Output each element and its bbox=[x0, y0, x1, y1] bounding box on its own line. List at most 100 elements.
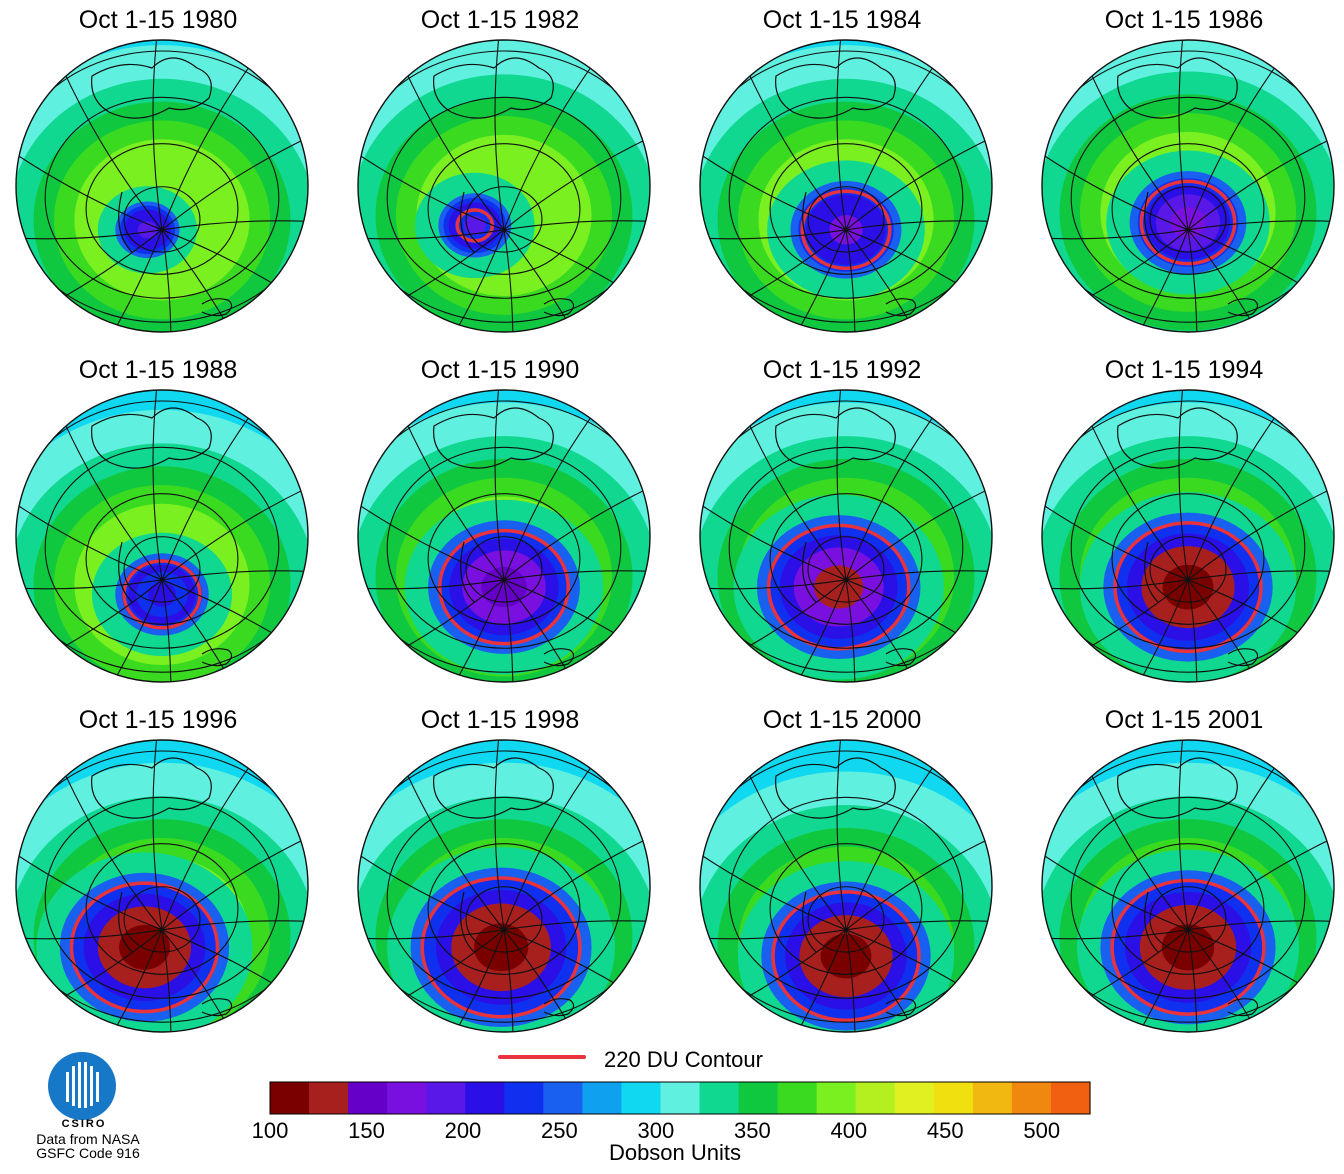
latitude-line bbox=[16, 750, 308, 1023]
credit-line-1: Data from NASA bbox=[36, 1131, 140, 1147]
ozone-globe bbox=[15, 389, 309, 683]
meridian-line bbox=[161, 462, 308, 581]
meridian-line bbox=[152, 390, 163, 580]
meridian-line bbox=[358, 112, 505, 231]
coastline-line bbox=[885, 998, 917, 1017]
latitude-line bbox=[728, 96, 964, 299]
meridian-line bbox=[161, 812, 308, 931]
panel-title: Oct 1-15 2001 bbox=[1104, 706, 1264, 734]
meridian-line bbox=[700, 112, 847, 231]
coastline-line bbox=[118, 891, 133, 953]
meridian-line bbox=[44, 229, 163, 332]
coastline-line bbox=[1117, 57, 1238, 119]
meridian-line bbox=[358, 229, 505, 240]
globe-outline bbox=[15, 739, 309, 1033]
coastline-line bbox=[1227, 298, 1259, 317]
meridian-line bbox=[358, 462, 505, 581]
coastline-line bbox=[885, 648, 917, 667]
meridian-line bbox=[1070, 579, 1189, 682]
ozone-map-panel: Oct 1-15 1984 bbox=[692, 0, 993, 350]
credit-line-2: GSFC Code 916 bbox=[36, 1145, 140, 1161]
meridian-line bbox=[503, 229, 650, 332]
latitude-line bbox=[427, 493, 581, 625]
meridian-line bbox=[1187, 462, 1334, 581]
coastline-line bbox=[1144, 891, 1159, 953]
meridian-line bbox=[161, 929, 308, 1032]
coastline-line bbox=[1144, 541, 1159, 603]
latitude-line bbox=[465, 886, 543, 953]
meridian-line bbox=[1187, 929, 1334, 1032]
ozone-hole-layer bbox=[119, 924, 170, 970]
contour-220du bbox=[766, 523, 911, 651]
latitude-line bbox=[44, 796, 280, 999]
latitude-line bbox=[1042, 50, 1334, 323]
colorbar-tick-label: 150 bbox=[348, 1118, 385, 1142]
colorbar-title: Dobson Units bbox=[608, 1140, 742, 1165]
coastline-line bbox=[91, 407, 212, 469]
meridian-line bbox=[1187, 929, 1198, 1032]
colorbar-swatch bbox=[1011, 1082, 1052, 1114]
contour-legend-line bbox=[498, 1055, 586, 1059]
panel-title: Oct 1-15 1990 bbox=[420, 356, 580, 384]
ozone-map-panel: Oct 1-15 2001 bbox=[1034, 700, 1335, 1050]
coastline-line bbox=[433, 407, 554, 469]
latitude-line bbox=[465, 536, 543, 603]
meridian-line bbox=[845, 229, 992, 332]
meridian-line bbox=[16, 812, 163, 931]
meridian-line bbox=[728, 579, 847, 682]
latitude-line bbox=[1042, 400, 1334, 673]
ozone-hole-layer bbox=[820, 933, 872, 979]
meridian-line bbox=[700, 929, 847, 940]
meridian-line bbox=[161, 229, 172, 332]
meridian-line bbox=[1042, 462, 1189, 581]
globe-outline bbox=[357, 389, 651, 683]
latitude-line bbox=[1149, 186, 1227, 253]
colorbar-swatch bbox=[465, 1082, 505, 1114]
meridian-line bbox=[161, 920, 308, 931]
latitude-line bbox=[807, 886, 885, 953]
globe-outline bbox=[699, 39, 993, 333]
ozone-globe bbox=[15, 39, 309, 333]
ozone-map-panel: Oct 1-15 1988 bbox=[8, 350, 309, 700]
ozone-map-panel: Oct 1-15 1996 bbox=[8, 700, 309, 1050]
coastline-line bbox=[201, 998, 233, 1017]
meridian-line bbox=[1187, 812, 1334, 931]
latitude-line bbox=[16, 400, 308, 673]
ozone-map-panel: Oct 1-15 1982 bbox=[350, 0, 651, 350]
coastline-line bbox=[802, 891, 817, 953]
latitude-line bbox=[807, 536, 885, 603]
panel-title: Oct 1-15 1992 bbox=[762, 356, 922, 384]
coastline-line bbox=[201, 298, 233, 317]
meridian-line bbox=[845, 462, 992, 581]
ozone-map-panel: Oct 1-15 1990 bbox=[350, 350, 651, 700]
meridian-line bbox=[494, 40, 505, 230]
meridian-line bbox=[152, 40, 163, 230]
coastline-line bbox=[460, 541, 475, 603]
panel-title: Oct 1-15 1986 bbox=[1104, 6, 1264, 34]
meridian-line bbox=[845, 229, 856, 332]
panel-title: Oct 1-15 1984 bbox=[762, 6, 922, 34]
latitude-line bbox=[1149, 886, 1227, 953]
latitude-line bbox=[1149, 536, 1227, 603]
meridian-line bbox=[1070, 229, 1189, 332]
contour-legend-label: 220 DU Contour bbox=[604, 1047, 763, 1072]
latitude-line bbox=[1070, 796, 1306, 999]
meridian-line bbox=[845, 920, 992, 931]
ozone-map-panel: Oct 1-15 1980 bbox=[8, 0, 309, 350]
meridian-line bbox=[700, 812, 847, 931]
coastline-line bbox=[201, 648, 233, 667]
panel-title: Oct 1-15 1988 bbox=[78, 356, 238, 384]
contour-220du bbox=[800, 189, 892, 271]
ozone-map-grid: Oct 1-15 1980 Oct 1-15 1982 Oct 1-15 1984 O… bbox=[8, 0, 1335, 1033]
colorbar-swatch bbox=[270, 1082, 310, 1114]
meridian-line bbox=[44, 579, 163, 682]
colorbar-swatch bbox=[894, 1082, 935, 1114]
meridian-line bbox=[494, 390, 505, 580]
ozone-globe bbox=[1041, 39, 1335, 333]
csiro-logo-name: CSIRO bbox=[61, 1118, 107, 1130]
latitude-line bbox=[85, 843, 239, 975]
colorbar-swatch bbox=[972, 1082, 1013, 1114]
colorbar-tick-label: 400 bbox=[830, 1118, 867, 1142]
meridian-line bbox=[1187, 579, 1198, 682]
panel-title: Oct 1-15 1996 bbox=[78, 706, 238, 734]
